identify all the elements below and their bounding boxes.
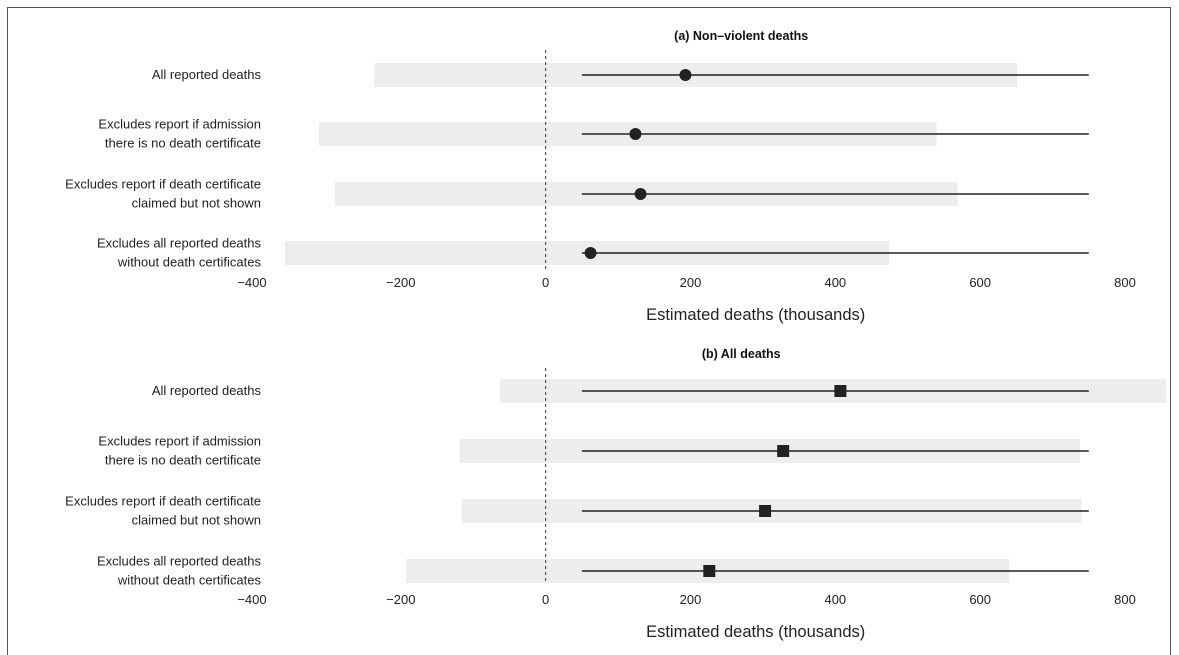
row-label: without death certificates xyxy=(117,255,262,270)
row-label: claimed but not shown xyxy=(132,513,261,528)
x-tick-label: −200 xyxy=(386,275,415,290)
x-tick-label: −400 xyxy=(237,275,266,290)
x-tick-label: −400 xyxy=(237,592,266,607)
x-axis-title: Estimated deaths (thousands) xyxy=(646,306,865,324)
point-estimate-marker xyxy=(584,247,597,259)
row-label: Excludes all reported deaths xyxy=(97,236,262,251)
x-tick-label: 600 xyxy=(969,275,991,290)
x-tick-label: 0 xyxy=(542,275,549,290)
point-estimate-marker xyxy=(834,385,847,397)
x-tick-label: 800 xyxy=(1114,275,1136,290)
x-tick-label: 0 xyxy=(542,592,549,607)
point-estimate-marker xyxy=(777,445,790,457)
row-label: Excludes report if death certificate xyxy=(65,494,261,509)
row-label: claimed but not shown xyxy=(132,196,261,211)
point-estimate-marker xyxy=(634,188,647,200)
x-tick-label: 400 xyxy=(824,275,846,290)
row-label: Excludes report if death certificate xyxy=(65,177,261,192)
x-tick-label: 400 xyxy=(824,592,846,607)
point-estimate-marker xyxy=(629,128,642,140)
row-label: without death certificates xyxy=(117,573,262,588)
row-label: All reported deaths xyxy=(152,383,262,398)
panel-title: (a) Non–violent deaths xyxy=(674,29,808,43)
row-label: there is no death certificate xyxy=(105,453,261,468)
x-tick-label: 600 xyxy=(969,592,991,607)
x-tick-label: 200 xyxy=(680,275,702,290)
point-estimate-marker xyxy=(759,505,772,517)
row-label: there is no death certificate xyxy=(105,136,261,151)
figure-frame xyxy=(7,7,1171,655)
panel-title: (b) All deaths xyxy=(702,347,781,361)
x-tick-label: 800 xyxy=(1114,592,1136,607)
panel-1: (a) Non–violent deaths All reported death… xyxy=(65,29,1136,324)
x-tick-label: −200 xyxy=(386,592,415,607)
x-axis-title: Estimated deaths (thousands) xyxy=(646,623,865,641)
row-label: Excludes all reported deaths xyxy=(97,554,262,569)
point-estimate-marker xyxy=(679,69,692,81)
row-label: Excludes report if admission xyxy=(98,117,261,132)
panel-2: (b) All deaths All reported deaths Exclude… xyxy=(65,347,1167,641)
point-estimate-marker xyxy=(703,565,716,577)
row-label: All reported deaths xyxy=(152,67,262,82)
row-label: Excludes report if admission xyxy=(98,434,261,449)
x-tick-label: 200 xyxy=(680,592,702,607)
